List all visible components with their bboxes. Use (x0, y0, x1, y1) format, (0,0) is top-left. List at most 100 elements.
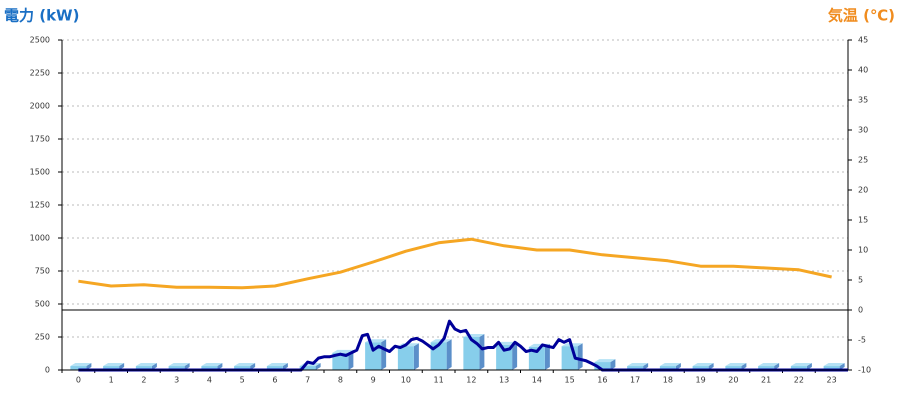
bar (823, 366, 840, 370)
bar-side (315, 363, 321, 370)
y-tick-label: 2250 (30, 69, 50, 78)
x-tick-label: 11 (434, 376, 444, 385)
bar (627, 366, 644, 370)
bar-top (266, 363, 288, 367)
bar (201, 366, 218, 370)
y2-tick-label: 30 (858, 126, 868, 135)
bar-side (217, 363, 223, 370)
bar-top (168, 363, 190, 367)
bar-side (512, 341, 518, 370)
x-tick-label: 13 (499, 376, 509, 385)
x-tick-label: 10 (401, 376, 411, 385)
y-axis-title: 電力 (kW) (4, 7, 79, 25)
y-tick-label: 1000 (30, 234, 50, 243)
temperature-line (78, 237, 832, 290)
bar-side (479, 334, 485, 370)
bar-side (151, 363, 157, 370)
x-tick-label: 17 (630, 376, 640, 385)
bar-side (86, 363, 92, 370)
bar (234, 366, 251, 370)
bar (168, 366, 185, 370)
y2-tick-label: 25 (858, 156, 868, 165)
y2-tick-label: 45 (858, 36, 868, 45)
x-tick-label: 2 (141, 376, 146, 385)
y-tick-label: 2500 (30, 36, 50, 45)
bar-top (790, 363, 812, 367)
bar-side (675, 363, 681, 370)
y-tick-label: 500 (35, 300, 50, 309)
x-tick-label: 3 (174, 376, 179, 385)
bar (135, 366, 152, 370)
power-line (78, 319, 848, 372)
y-tick-label: 750 (35, 267, 50, 276)
bar (594, 362, 611, 370)
bar (725, 366, 742, 370)
y2-tick-label: -5 (858, 336, 866, 345)
bar-side (643, 363, 649, 370)
bar-top (659, 363, 681, 367)
y2-tick-label: -10 (858, 366, 871, 375)
bar-top (725, 363, 747, 367)
bar-top (70, 363, 92, 367)
x-tick-label: 5 (240, 376, 245, 385)
y-tick-label: 1750 (30, 135, 50, 144)
bar-side (610, 359, 616, 370)
bar-side (839, 363, 845, 370)
bar (299, 366, 316, 370)
y2-tick-label: 15 (858, 216, 868, 225)
x-tick-label: 18 (663, 376, 673, 385)
y-tick-label: 2000 (30, 102, 50, 111)
x-tick-label: 23 (827, 376, 837, 385)
bar-top (594, 359, 616, 363)
bar (266, 366, 283, 370)
x-tick-label: 7 (305, 376, 310, 385)
bar (332, 352, 349, 370)
bar-top (135, 363, 157, 367)
bar-top (758, 363, 780, 367)
bar-side (413, 343, 419, 370)
bar (692, 366, 709, 370)
bar-side (806, 363, 812, 370)
bar-side (446, 339, 452, 370)
x-tick-label: 20 (728, 376, 738, 385)
bar (659, 366, 676, 370)
bar (365, 342, 382, 370)
bar-top (103, 363, 125, 367)
x-tick-label: 0 (76, 376, 81, 385)
bar-side (708, 363, 714, 370)
y2-tick-label: 35 (858, 96, 868, 105)
x-tick-label: 16 (597, 376, 607, 385)
x-tick-label: 9 (371, 376, 376, 385)
bar-top (823, 363, 845, 367)
bar-top (234, 363, 256, 367)
bar-side (119, 363, 125, 370)
x-tick-label: 22 (794, 376, 804, 385)
bar (70, 366, 87, 370)
bar (790, 366, 807, 370)
bar-side (381, 339, 387, 370)
x-tick-label: 8 (338, 376, 343, 385)
y-tick-label: 0 (45, 366, 50, 375)
x-tick-label: 12 (466, 376, 476, 385)
x-tick-label: 14 (532, 376, 542, 385)
bar-side (250, 363, 256, 370)
bar-top (627, 363, 649, 367)
bar-top (692, 363, 714, 367)
bar-top (201, 363, 223, 367)
bar-side (184, 363, 190, 370)
x-tick-label: 1 (109, 376, 114, 385)
bar (463, 337, 480, 370)
bar-side (577, 343, 583, 370)
x-tick-label: 6 (272, 376, 277, 385)
bar-side (544, 343, 550, 370)
bar (103, 366, 120, 370)
y2-tick-label: 5 (858, 276, 863, 285)
y-tick-label: 1250 (30, 201, 50, 210)
bar-side (774, 363, 780, 370)
bar-top (332, 349, 354, 353)
bar (528, 346, 545, 370)
bar-side (741, 363, 747, 370)
x-tick-label: 21 (761, 376, 771, 385)
bar (758, 366, 775, 370)
